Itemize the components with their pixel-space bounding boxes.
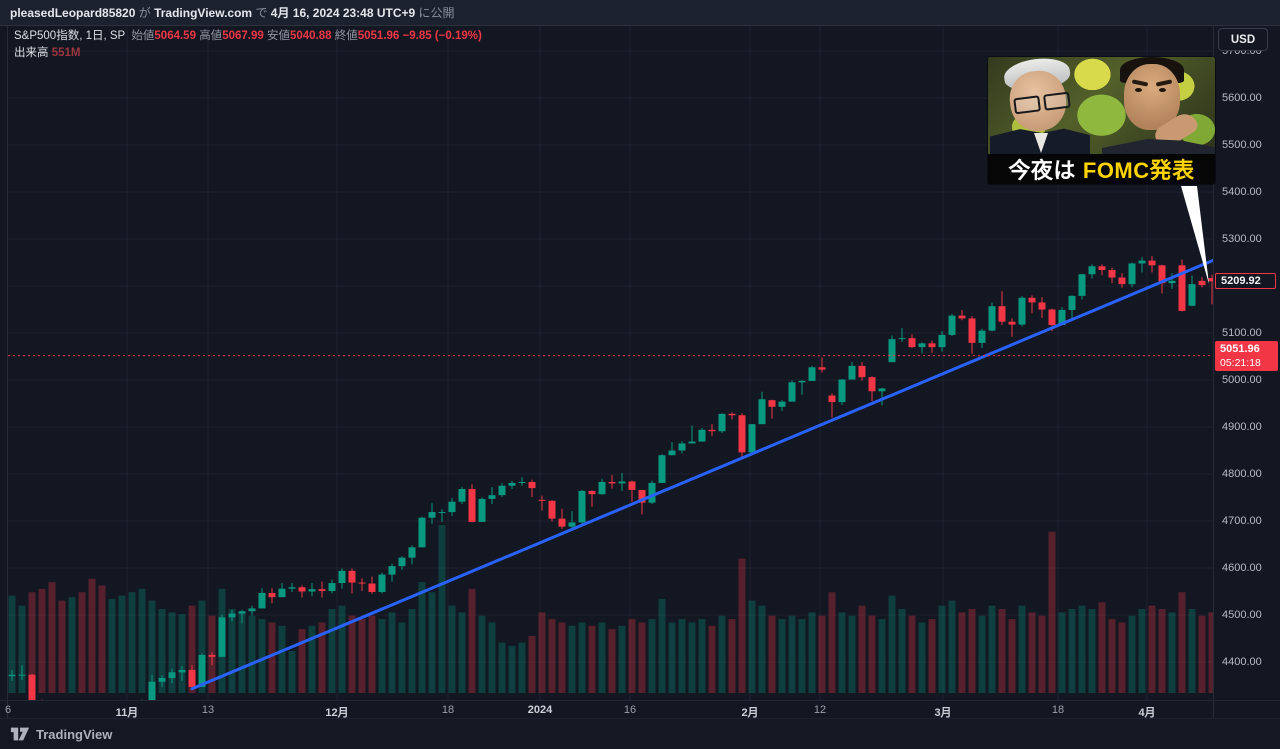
price-axis-label: 5000.00 — [1222, 374, 1262, 386]
gridlines — [8, 26, 1213, 700]
publish-datetime: 4月 16, 2024 23:48 UTC+9 — [270, 6, 416, 20]
price-axis-label: 4600.00 — [1222, 562, 1262, 574]
open-label: 始値 — [131, 30, 155, 42]
legend-volume-row: 出来高 551M — [14, 45, 482, 62]
glasses-lens — [1043, 91, 1071, 111]
time-axis-label: 4月 — [1138, 707, 1156, 719]
price-axis-label: 5500.00 — [1222, 139, 1262, 151]
callout-arrow — [1181, 186, 1209, 284]
time-axis-label: 18 — [1051, 704, 1065, 716]
glasses-lens — [1013, 95, 1041, 115]
chart-left-border — [7, 26, 8, 718]
plot-root[interactable] — [8, 26, 1218, 700]
time-axis-label: 18 — [441, 704, 455, 716]
volume-label: 出来高 — [14, 47, 49, 59]
volume-series — [8, 525, 1213, 693]
price-axis-label: 5100.00 — [1222, 327, 1262, 339]
time-axis-label: 12月 — [325, 707, 349, 719]
symbol-legend[interactable]: S&P500指数, 1日, SP 始値5064.59 高値5067.99 安値5… — [14, 28, 482, 62]
candlestick-series[interactable] — [8, 255, 1216, 700]
fomc-image-annotation[interactable]: 今夜は FOMC発表 — [988, 57, 1215, 184]
price-axis-label: 4900.00 — [1222, 421, 1262, 433]
low-label: 安値 — [266, 30, 290, 42]
price-axis-label: 5400.00 — [1222, 186, 1262, 198]
price-axis-label: 4800.00 — [1222, 468, 1262, 480]
time-axis-label: 12 — [813, 704, 827, 716]
investor-figure — [1102, 57, 1215, 154]
time-axis-label: 3月 — [934, 707, 952, 719]
close-value: 5051.96 — [357, 30, 400, 42]
eye — [1159, 88, 1166, 92]
tradingview-logo-icon[interactable] — [10, 726, 30, 742]
eye — [1135, 88, 1142, 92]
time-axis-label: 2月 — [741, 707, 759, 719]
last-close-price-tag: 5209.92 — [1215, 273, 1276, 290]
footer-bar: TradingView — [0, 718, 1280, 749]
shoulder — [1102, 139, 1215, 154]
currency-unit-button[interactable]: USD — [1218, 28, 1268, 51]
current-price-tag: 5051.96 05:21:18 — [1215, 340, 1278, 371]
caption-prefix: 今夜は — [1008, 158, 1076, 183]
time-axis-label: 11月 — [115, 707, 139, 719]
price-axis-label: 4700.00 — [1222, 515, 1262, 527]
candlestick-plot[interactable] — [0, 26, 1280, 700]
fomc-caption-band: 今夜は FOMC発表 — [988, 154, 1215, 184]
close-label: 終値 — [334, 30, 358, 42]
change-value: −9.85 (−0.19%) — [402, 30, 482, 42]
time-axis-label: 2024 — [527, 704, 553, 716]
time-axis-label: 6 — [4, 704, 12, 716]
symbol-title: S&P500指数, 1日, SP — [14, 30, 126, 42]
publish-particle: に公開 — [415, 6, 455, 20]
publish-info-bar: pleasedLeopard85820 が TradingView.com で … — [0, 0, 1280, 26]
publish-particle: が — [135, 6, 155, 20]
tradingview-brand-text[interactable]: TradingView — [36, 726, 113, 742]
tradingview-site-link[interactable]: TradingView.com — [154, 5, 253, 20]
price-axis-label: 5300.00 — [1222, 233, 1262, 245]
fomc-photo-collage — [988, 57, 1215, 154]
current-price-value: 5051.96 — [1220, 342, 1260, 355]
bar-countdown: 05:21:18 — [1220, 356, 1261, 369]
price-axis-label: 5600.00 — [1222, 92, 1262, 104]
trendline-drawing[interactable] — [190, 258, 1218, 691]
caption-highlight: FOMC発表 — [1082, 158, 1195, 183]
publish-particle: で — [252, 6, 271, 20]
time-axis-label: 13 — [201, 704, 215, 716]
time-axis[interactable]: 6 11月 13 12月 18 2024 16 2月 12 3月 18 4月 — [0, 700, 1280, 719]
low-value: 5040.88 — [289, 30, 332, 42]
volume-value: 551M — [51, 47, 81, 59]
high-label: 高値 — [199, 30, 223, 42]
legend-ohlc-row: S&P500指数, 1日, SP 始値5064.59 高値5067.99 安値5… — [14, 28, 482, 45]
fed-chair-figure — [990, 57, 1090, 154]
price-axis-label: 4500.00 — [1222, 609, 1262, 621]
price-axis-separator — [1213, 26, 1214, 718]
price-axis-label: 4400.00 — [1222, 656, 1262, 668]
open-value: 5064.59 — [154, 30, 196, 42]
time-axis-label: 16 — [623, 704, 637, 716]
high-value: 5067.99 — [222, 30, 264, 42]
publisher-username-link[interactable]: pleasedLeopard85820 — [10, 5, 136, 20]
